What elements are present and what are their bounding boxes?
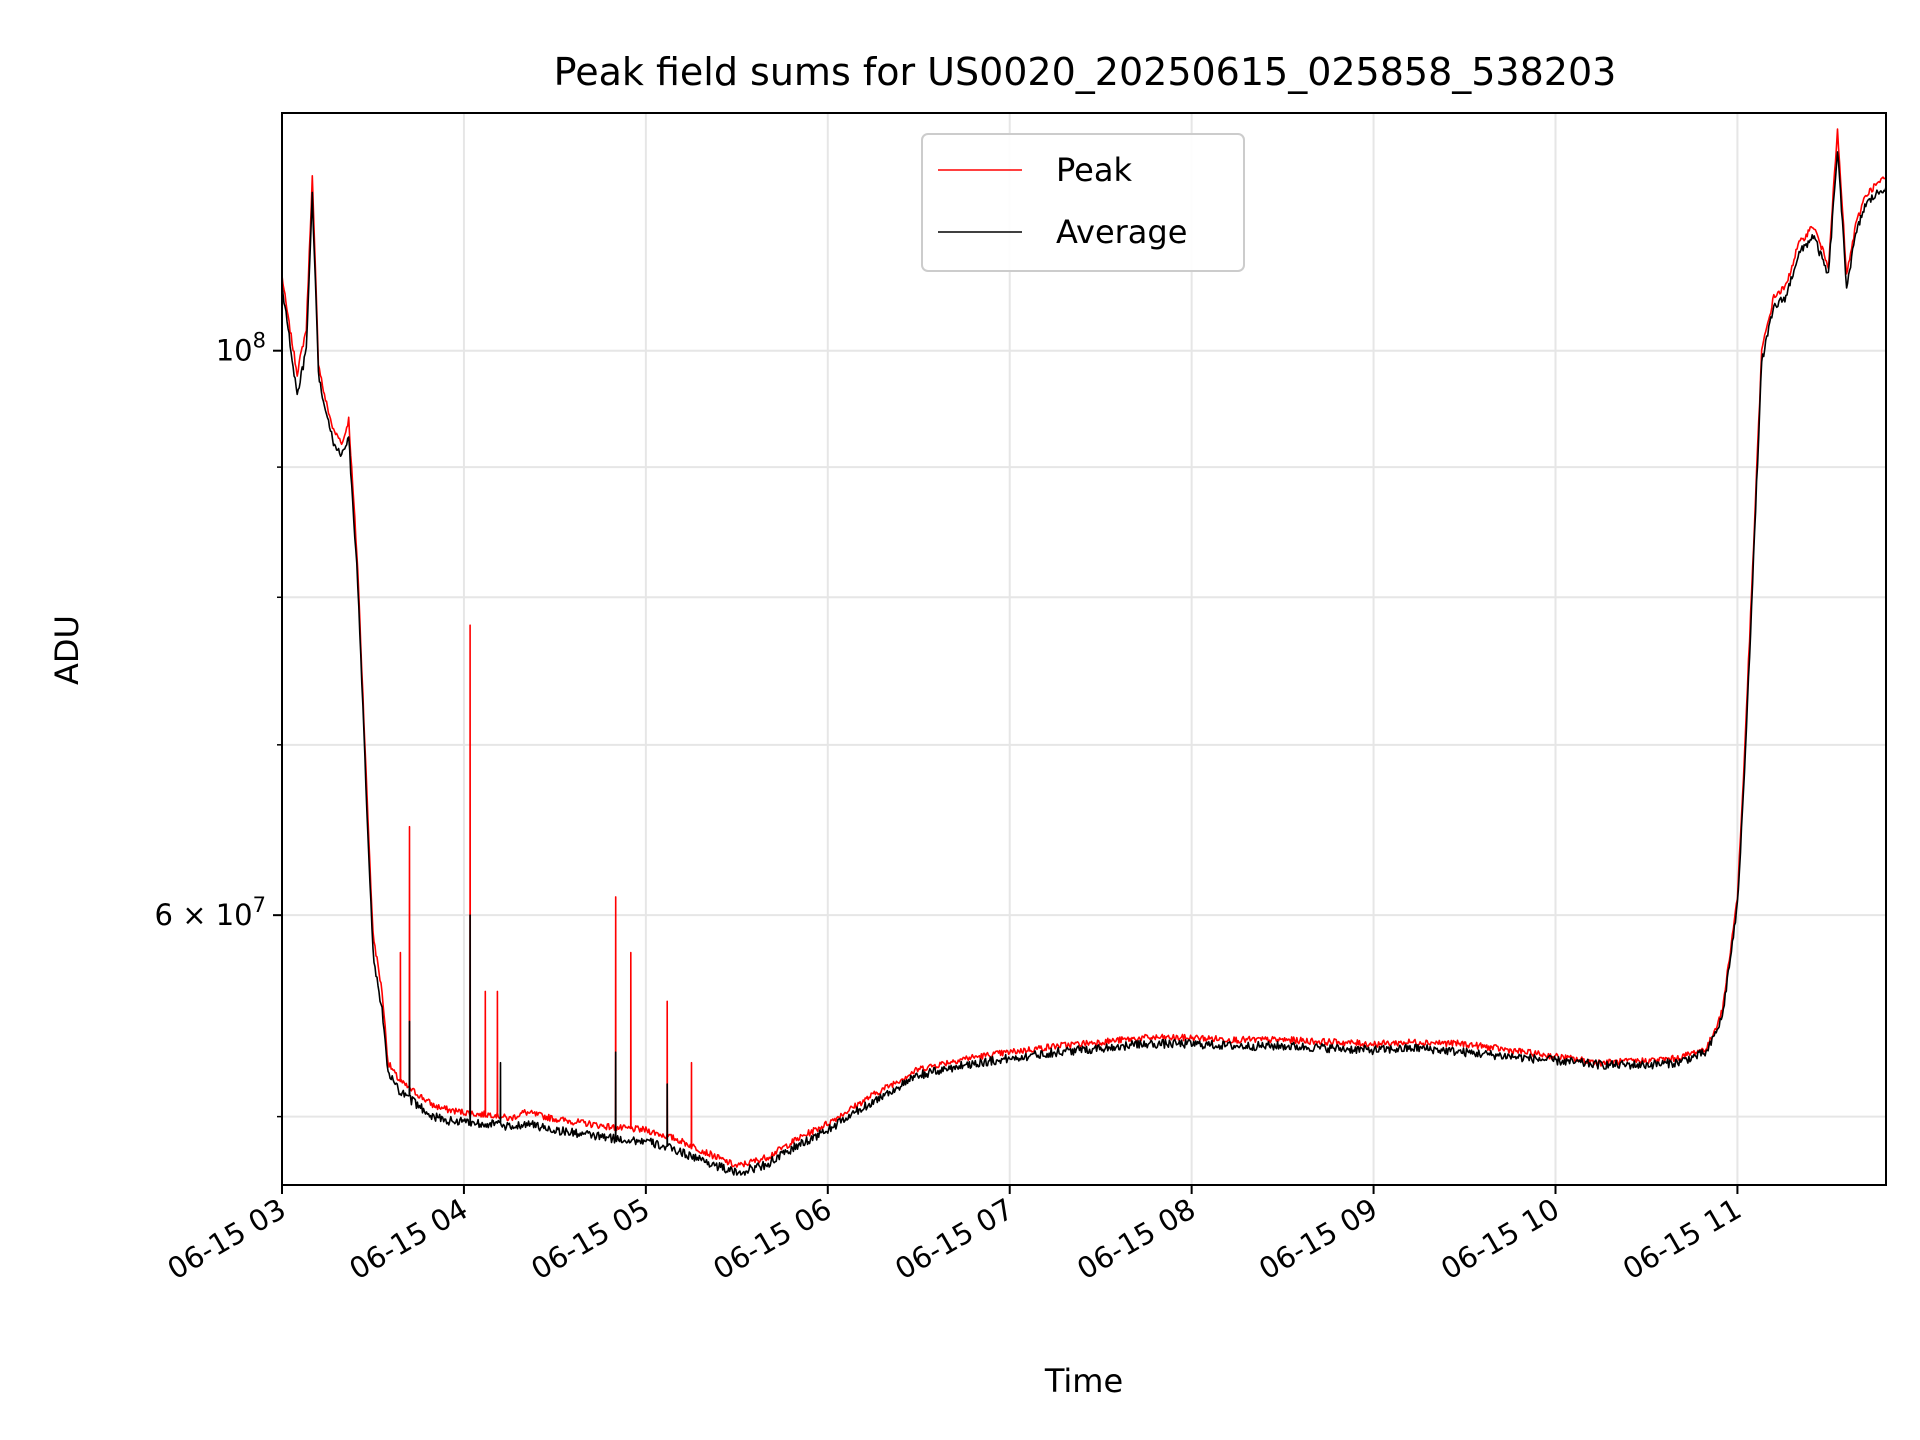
legend-box xyxy=(921,133,1245,272)
legend: Peak Average xyxy=(921,133,1245,272)
series-line-average xyxy=(281,151,1887,1176)
legend-label-average: Average xyxy=(1056,213,1187,251)
y-axis-ticks: 108 6 × 107 xyxy=(155,329,282,1118)
series-line-peak xyxy=(281,128,1887,1168)
x-axis-label: Time xyxy=(1044,1362,1123,1400)
y-axis-label: ADU xyxy=(48,615,86,685)
chart-title: Peak field sums for US0020_20250615_0258… xyxy=(554,50,1617,94)
plot-series xyxy=(281,128,1887,1176)
y-tick-label: 6 × 107 xyxy=(155,893,266,932)
plot-frame xyxy=(281,112,1887,1186)
grid xyxy=(281,113,1886,1185)
y-tick-label: 108 xyxy=(216,329,266,368)
legend-label-peak: Peak xyxy=(1056,151,1132,189)
